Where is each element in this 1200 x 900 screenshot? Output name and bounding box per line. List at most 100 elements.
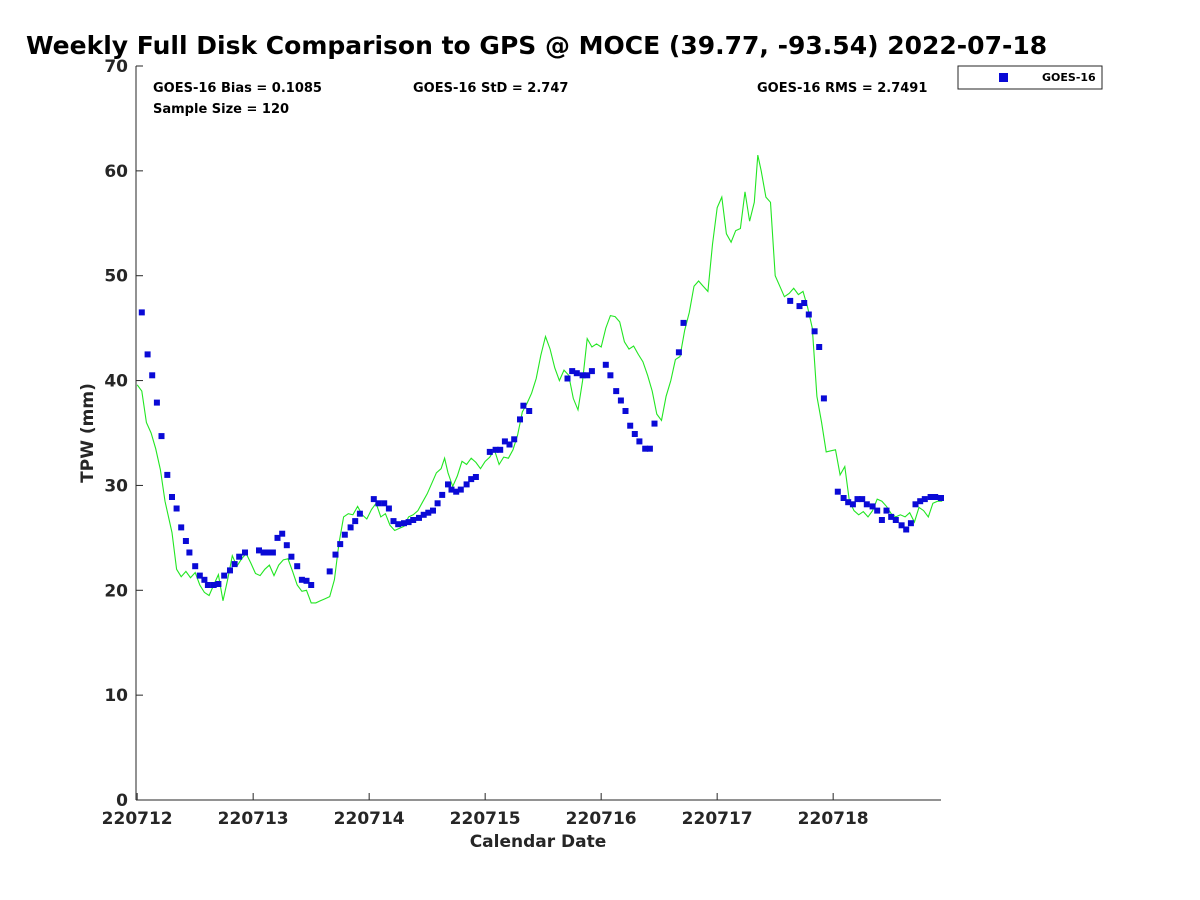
goes-data-point [840,495,847,501]
goes-data-point [636,438,643,445]
goes-data-point [820,395,827,402]
y-tick-label: 10 [104,686,128,706]
goes-data-point [395,521,402,528]
goes-data-point [173,505,180,512]
goes-data-point [564,375,571,382]
goes-data-point [573,370,580,377]
goes-data-point [260,549,267,556]
goes-data-point [859,496,866,503]
goes-data-point [242,549,248,556]
goes-data-point [501,438,508,445]
goes-data-point [303,577,310,584]
legend: GOES-16 [957,65,1103,90]
goes-data-point [892,517,899,523]
goes-data-point [463,481,470,488]
x-axis-ticks: 220712 220713 220714 220715 220716 220717 2207… [102,793,869,829]
goes-data-point [341,531,348,538]
y-axis-label: TPW (mm) [78,383,98,483]
goes-data-point [298,576,305,583]
goes-data-point [269,549,276,556]
goes-data-point [869,503,876,510]
goes-data-point [854,496,861,503]
goes-data-point [787,297,794,304]
chart-title: Weekly Full Disk Comparison to GPS @ MOC… [26,31,1047,60]
goes-data-point [675,349,682,356]
goes-data-point [588,368,595,375]
goes-data-point [153,399,160,406]
goes-data-point [256,547,262,554]
stat-std: GOES-16 StD = 2.747 [413,81,568,96]
legend-box [957,65,1103,90]
goes-data-point [849,501,856,508]
y-tick-label: 40 [104,372,128,392]
goes-data-point [457,486,464,493]
goes-data-point [425,509,432,516]
goes-data-point [903,526,910,533]
goes-data-point [796,303,803,310]
goes-data-point [526,408,533,414]
goes-data-point [381,500,388,507]
goes-data-point [405,519,412,526]
goes-data-point [631,431,638,437]
goes-data-point [169,494,175,500]
goes-data-point [236,553,243,560]
goes-data-point [468,476,475,483]
goes-data-point [607,372,614,379]
goes-data-point [801,300,808,306]
x-tick-label: 220712 [102,809,173,829]
goes-data-point [472,474,479,480]
goes-data-point [265,549,272,556]
goes-data-point [288,553,295,560]
goes-data-point [642,445,649,452]
goes-data-point [912,501,919,508]
goes-data-point [845,499,852,506]
goes-data-point [227,567,233,574]
goes-data-point [196,572,203,579]
goes-data-point [215,581,222,587]
legend-marker-goes [999,73,1008,82]
goes-data-point [805,311,812,318]
goes-data-point [816,344,823,350]
goes-data-point [680,319,687,326]
x-tick-label: 220717 [682,809,753,829]
legend-label-goes: GOES-16 [1042,71,1096,84]
goes-data-point [410,517,417,523]
x-tick-label: 220715 [450,809,521,829]
goes-data-point [445,481,451,488]
goes-data-point [430,507,436,514]
goes-data-point [517,416,523,423]
stat-rms: GOES-16 RMS = 2.7491 [757,81,927,96]
goes-data-point [201,576,208,583]
goes-data-point [492,446,499,453]
goes-data-point [164,471,171,478]
goes-data-point [332,551,339,558]
goes-data-point [375,500,382,507]
y-axis-ticks: 0 10 20 30 40 50 60 70 [104,57,143,811]
goes-data-point [352,518,359,525]
x-tick-label: 220716 [566,809,637,829]
goes-data-point [453,488,460,495]
goes-data-point [907,520,914,527]
goes-data-point [834,488,841,495]
goes-data-point [863,501,870,508]
goes-data-point [283,542,290,549]
y-tick-label: 20 [104,581,128,601]
goes-data-point [182,538,189,544]
goes-data-point [192,563,199,570]
goes-data-point [221,572,228,579]
goes-data-point [337,541,344,548]
goes-data-point [370,496,377,503]
goes-data-point [274,534,281,541]
x-tick-label: 220714 [334,809,405,829]
goes-data-point [932,494,939,500]
goes-data-point [520,402,527,409]
goes-data-point [149,372,156,379]
goes-data-point [627,422,634,429]
x-axis-label: Calendar Date [470,832,607,852]
goes-data-point [622,408,629,414]
gps-series-line [136,154,943,604]
goes-data-point [356,510,363,517]
goes-data-point [294,563,301,570]
goes-data-point [308,582,315,588]
